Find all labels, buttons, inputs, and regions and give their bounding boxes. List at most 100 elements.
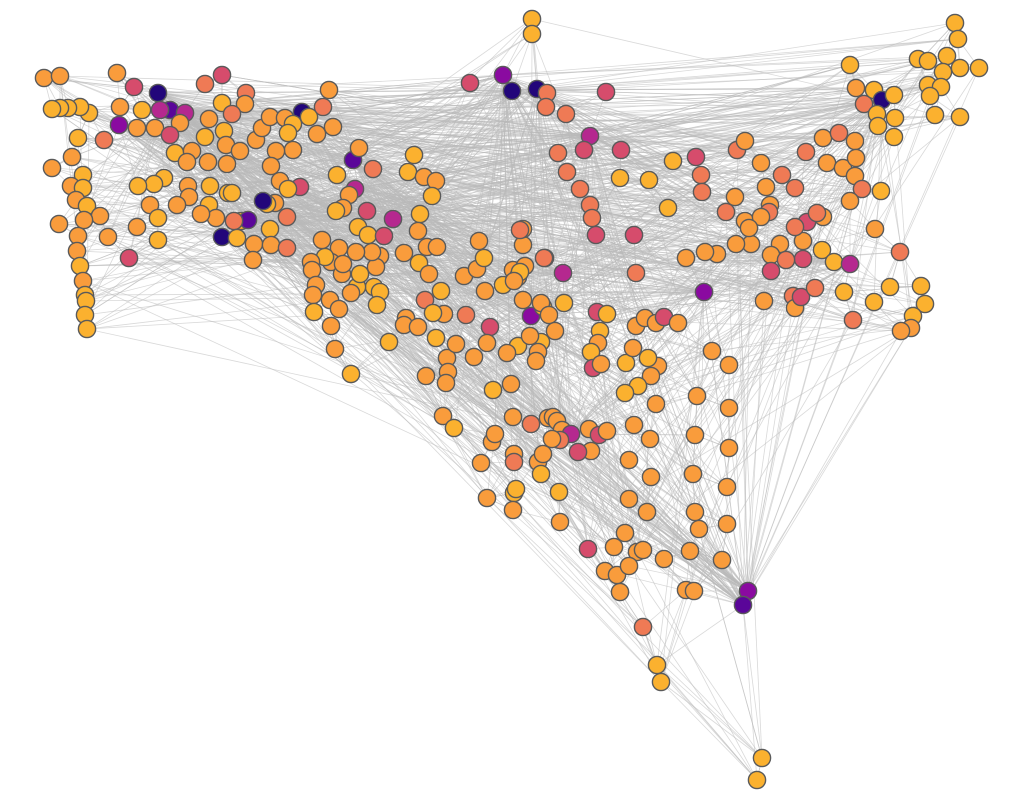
edge [650, 291, 845, 377]
graph-node [550, 512, 570, 532]
graph-node [969, 58, 989, 78]
graph-node [260, 219, 280, 239]
graph-node [358, 225, 378, 245]
edge [407, 171, 630, 567]
graph-node [719, 438, 739, 458]
edge [494, 157, 857, 435]
graph-node [646, 394, 666, 414]
edge [245, 88, 538, 94]
graph-node [684, 581, 704, 601]
graph-node [880, 277, 900, 297]
graph-node [212, 65, 232, 85]
graph-node [596, 82, 616, 102]
graph-node [840, 55, 860, 75]
graph-node [398, 162, 418, 182]
graph-node [717, 477, 737, 497]
graph-node [307, 124, 327, 144]
graph-node [812, 240, 832, 260]
edge [695, 156, 804, 242]
graph-node [493, 65, 513, 85]
edge [647, 327, 912, 359]
graph-node [623, 338, 643, 358]
edge [316, 94, 895, 135]
graph-node [522, 24, 542, 44]
graph-node [813, 128, 833, 148]
graph-node [199, 109, 219, 129]
graph-node [107, 63, 127, 83]
graph-node [680, 541, 700, 561]
graph-node [542, 429, 562, 449]
graph-node [626, 263, 646, 283]
edge [742, 604, 763, 759]
edge [546, 91, 607, 94]
graph-node [50, 66, 70, 86]
edge [656, 664, 763, 759]
edge [587, 430, 608, 550]
graph-node [277, 207, 297, 227]
graph-node [42, 99, 62, 119]
graph-node [658, 198, 678, 218]
graph-node [686, 147, 706, 167]
graph-node [110, 97, 130, 117]
graph-node [367, 295, 387, 315]
graph-node [615, 523, 635, 543]
graph-node [145, 118, 165, 138]
graph-node [471, 453, 491, 473]
edge [599, 291, 705, 332]
graph-node [726, 234, 746, 254]
edge [693, 319, 854, 592]
graph-node [683, 464, 703, 484]
graph-node [513, 235, 533, 255]
edge [107, 236, 723, 561]
edge [742, 67, 980, 606]
edge [587, 291, 705, 550]
graph-node [474, 248, 494, 268]
graph-node [349, 138, 369, 158]
graph-node [733, 595, 753, 615]
graph-node [549, 482, 569, 502]
edge [747, 162, 828, 592]
graph-node [62, 147, 82, 167]
graph-node [717, 514, 737, 534]
edge [562, 272, 662, 683]
graph-node [776, 250, 796, 270]
graph-node [685, 425, 705, 445]
graph-node [74, 210, 94, 230]
graph-node [436, 373, 456, 393]
graph-node [132, 100, 152, 120]
graph-node [950, 58, 970, 78]
edge [736, 125, 879, 151]
edge [502, 38, 959, 76]
graph-node [128, 176, 148, 196]
edge [562, 272, 713, 352]
edge [284, 117, 665, 318]
graph-node [362, 242, 382, 262]
graph-node [304, 302, 324, 322]
graph-node [480, 317, 500, 337]
graph-node [497, 343, 517, 363]
graph-node [195, 127, 215, 147]
graph-node [597, 421, 617, 441]
graph-node [840, 191, 860, 211]
graph-node [198, 152, 218, 172]
graph-node [77, 319, 97, 339]
edge [335, 18, 533, 212]
graph-node [624, 225, 644, 245]
graph-node [127, 118, 147, 138]
graph-node [34, 68, 54, 88]
graph-node [633, 617, 653, 637]
graph-node [694, 282, 714, 302]
edge [694, 291, 705, 436]
graph-node [49, 214, 69, 234]
graph-node [751, 207, 771, 227]
edge [435, 180, 728, 488]
edge [86, 22, 956, 330]
graph-node [639, 170, 659, 190]
edge [660, 291, 705, 683]
graph-node [191, 204, 211, 224]
graph-node [548, 143, 568, 163]
graph-node [477, 488, 497, 508]
graph-node [460, 73, 480, 93]
edge [546, 92, 882, 192]
edge [455, 149, 738, 345]
